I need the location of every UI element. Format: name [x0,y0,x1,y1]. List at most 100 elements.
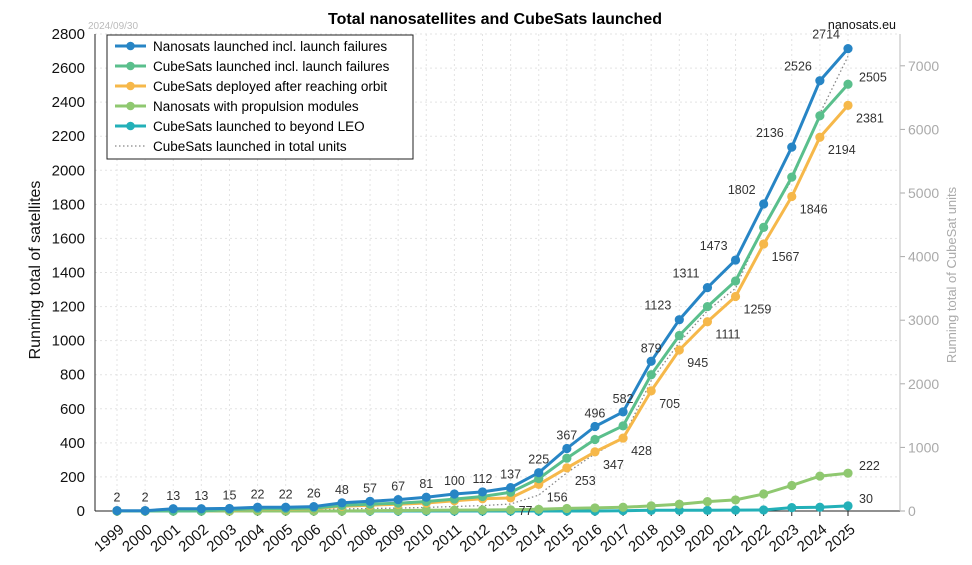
data-point [534,468,544,478]
x-tick-label: 2017 [597,521,633,555]
x-tick-label: 2011 [429,521,465,555]
data-point [674,345,684,355]
data-point [702,497,713,507]
y-tick-label: 1400 [52,265,85,282]
data-point [562,463,572,473]
data-label: 2526 [784,60,812,74]
data-point [843,468,853,478]
data-label: 100 [444,474,465,488]
data-label: 2714 [812,28,840,42]
y2-tick-label: 5000 [908,185,939,201]
data-label: 13 [194,489,208,503]
legend-entry: CubeSats deployed after reaching orbit [115,79,387,94]
data-point [562,453,572,463]
data-label: 57 [363,481,377,495]
data-label: 1473 [700,239,728,253]
data-point [252,502,263,512]
data-point [759,199,769,209]
y-tick-label: 1600 [52,230,85,247]
data-label: 2 [142,491,149,505]
x-tick-label: 2025 [822,521,858,555]
data-point [196,504,206,514]
data-point [702,505,713,515]
data-point [815,471,825,481]
y-axis-label: Running total of satellites [27,181,44,360]
data-label: 67 [391,480,405,494]
chart-title: Total nanosatellites and CubeSats launch… [328,11,662,28]
x-tick-label: 2016 [569,521,605,555]
x-tick-label: 2003 [204,521,240,555]
data-label: 222 [859,459,880,473]
data-point [140,506,150,516]
data-point [562,443,572,454]
y2-tick-label: 4000 [908,249,939,265]
data-point [730,291,741,302]
data-point [815,76,825,86]
data-point [787,502,797,513]
data-point [590,421,600,432]
y-tick-label: 800 [60,367,85,384]
data-label: 347 [603,458,624,472]
series-group [112,44,853,516]
y-tick-label: 200 [60,469,85,486]
data-point [337,498,347,508]
data-point [421,492,431,502]
data-label: 2381 [856,111,884,125]
data-label: 1311 [673,267,700,281]
x-tick-label: 2002 [175,521,211,555]
x-tick-label: 2015 [541,521,577,555]
x-tick-label: 2007 [316,521,352,555]
data-point [674,499,684,509]
data-label: 879 [641,341,662,355]
data-label: 156 [547,490,568,504]
data-point [393,505,403,516]
data-point [787,172,797,182]
data-label: 30 [859,492,873,506]
data-point [393,494,403,505]
data-label: 15 [223,488,237,502]
data-point [843,100,853,110]
y2-tick-label: 7000 [908,58,939,74]
y-tick-label: 2200 [52,128,85,145]
data-point [618,502,628,512]
data-point [815,502,825,512]
y-tick-label: 1200 [52,299,85,316]
legend-box [106,34,414,160]
data-point [112,506,122,516]
x-tick-label: 2018 [625,521,661,555]
x-tick-label: 2012 [457,521,493,555]
data-point [534,504,544,514]
y-tick-label: 1800 [52,196,85,213]
y-tick-label: 2600 [52,60,85,77]
x-tick-label: 2001 [147,521,183,555]
data-label: 22 [251,487,265,501]
data-point [843,79,853,89]
source-label: nanosats.eu [828,18,896,32]
x-tick-label: 2013 [485,521,521,555]
data-point [449,505,459,515]
x-tick-label: 2010 [400,521,436,555]
data-point [730,505,741,515]
data-point [506,505,516,515]
data-point [815,111,825,121]
data-point [787,480,797,491]
y-tick-label: 2400 [52,94,85,111]
data-label: 1111 [715,328,740,342]
data-point [590,434,600,445]
y2-axis-label: Running total of CubeSat units [944,186,959,363]
legend-entry: Nanosats launched incl. launch failures [115,39,387,54]
data-label: 77 [519,504,533,518]
legend-swatch-marker [126,41,135,51]
data-label: 1259 [744,303,772,317]
legend: Nanosats launched incl. launch failures C… [106,34,414,160]
data-point [590,447,600,457]
data-point [674,330,684,341]
data-point [646,370,656,380]
data-point [702,317,713,327]
data-label: 1123 [644,299,671,313]
data-point [618,407,628,417]
data-point [787,142,797,152]
data-point [787,191,797,202]
data-point [618,421,628,431]
